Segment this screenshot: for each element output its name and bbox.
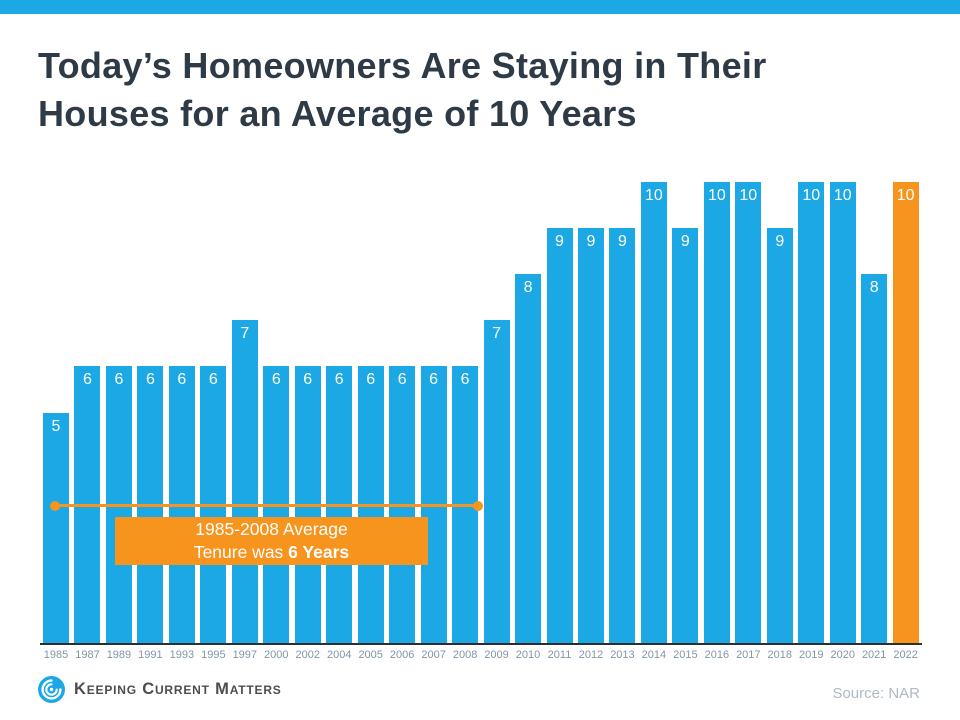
x-axis-label: 1995 xyxy=(201,649,226,661)
bar-2014: 10 xyxy=(640,182,667,643)
bar-2011: 9 xyxy=(546,228,573,643)
bar-value-label: 9 xyxy=(680,233,690,251)
bar-value-label: 5 xyxy=(51,417,61,435)
average-span-line xyxy=(50,500,483,511)
bar-value-label: 6 xyxy=(334,371,344,389)
x-axis-label: 2011 xyxy=(547,649,572,661)
average-tenure-annotation: 1985-2008 Average Tenure was 6 Years xyxy=(115,517,428,565)
bar-value-label: 6 xyxy=(460,371,470,389)
x-axis-label: 2013 xyxy=(610,649,635,661)
span-endpoint-dot-right xyxy=(473,500,483,511)
bar-value-label: 6 xyxy=(429,371,439,389)
x-axis-label: 1993 xyxy=(169,649,195,661)
bar-value-label: 6 xyxy=(303,371,313,389)
x-axis-labels: 1985 1987 1989 1991 1993 1995 1997 2000 2002 2004… xyxy=(43,649,919,661)
bar-value-label: 10 xyxy=(802,187,821,204)
bar-1997: 7 xyxy=(231,320,258,643)
bar-value-label: 6 xyxy=(366,371,376,389)
bar-value-label: 6 xyxy=(208,371,218,389)
x-axis-label: 2002 xyxy=(295,649,320,661)
x-axis-label: 2022 xyxy=(893,649,918,661)
x-axis-label: 2017 xyxy=(736,649,761,661)
x-axis-label: 2005 xyxy=(358,649,383,661)
bar-value-label: 6 xyxy=(397,371,407,389)
bar-2013: 9 xyxy=(609,228,636,643)
x-axis-label: 2018 xyxy=(767,649,793,661)
bar-value-label: 6 xyxy=(114,371,124,389)
x-axis-label: 2010 xyxy=(515,649,541,661)
bar-value-label: 6 xyxy=(145,371,155,389)
bar-1985: 5 xyxy=(43,412,69,643)
bar-value-label: 8 xyxy=(869,279,879,297)
bar-value-label: 9 xyxy=(586,233,596,251)
x-axis-label: 1997 xyxy=(232,649,258,661)
bar-2018: 9 xyxy=(766,228,793,643)
bar-2021: 8 xyxy=(861,274,888,643)
bar-value-label: 6 xyxy=(83,371,92,389)
x-axis-label: 2020 xyxy=(830,649,855,661)
span-endpoint-dot-left xyxy=(50,500,60,511)
bar-value-label: 10 xyxy=(645,187,663,204)
x-axis-label: 2006 xyxy=(389,649,415,661)
bar-2020: 10 xyxy=(829,182,856,643)
brand-logo: Keeping Current Matters xyxy=(38,676,282,703)
source-attribution: Source: NAR xyxy=(832,685,920,702)
bars-container: 5 6 6 6 6 6 7 6 6 6 6 6 6 6 7 8 9 9 9 10 9 10 10 9 10 10 8 10 xyxy=(43,182,919,643)
annotation-line2: Tenure was 6 Years xyxy=(193,542,350,562)
x-axis-label: 1985 xyxy=(43,649,69,661)
bar-value-label: 9 xyxy=(617,233,627,251)
bar-2016: 10 xyxy=(703,182,730,643)
x-axis-label: 1991 xyxy=(138,649,163,661)
bar-value-label: 7 xyxy=(492,325,502,343)
bar-value-label: 6 xyxy=(177,371,187,389)
x-axis-line xyxy=(40,643,922,645)
x-axis-label: 2019 xyxy=(799,649,824,661)
x-axis-label: 2012 xyxy=(578,649,604,661)
x-axis-label: 1989 xyxy=(106,649,132,661)
top-accent-bar xyxy=(0,0,960,14)
x-axis-label: 2014 xyxy=(641,649,667,661)
bar-value-label: 10 xyxy=(833,187,852,204)
x-axis-label: 2021 xyxy=(861,649,887,661)
bar-value-label: 9 xyxy=(775,233,785,251)
bar-2015: 9 xyxy=(672,228,699,643)
x-axis-label: 1987 xyxy=(75,649,100,661)
annotation-line1: 1985-2008 Average xyxy=(195,519,348,539)
kcm-swirl-icon xyxy=(38,676,65,703)
bar-2009: 7 xyxy=(483,320,510,643)
x-axis-label: 2015 xyxy=(673,649,698,661)
x-axis-label: 2004 xyxy=(326,649,352,661)
bar-2017: 10 xyxy=(735,182,762,643)
bar-value-label: 7 xyxy=(240,325,250,343)
bar-2019: 10 xyxy=(798,182,825,643)
bar-value-label: 9 xyxy=(555,233,564,251)
bar-value-label: 10 xyxy=(739,187,758,204)
x-axis-label: 2007 xyxy=(421,649,446,661)
page-title: Today’s Homeowners Are Staying in Their … xyxy=(38,45,767,134)
bar-value-label: 10 xyxy=(707,187,726,204)
x-axis-label: 2009 xyxy=(484,649,509,661)
x-axis-label: 2008 xyxy=(452,649,478,661)
brand-name: Keeping Current Matters xyxy=(74,680,282,698)
bar-value-label: 10 xyxy=(896,187,915,204)
x-axis-label: 2000 xyxy=(264,649,289,661)
x-axis-label: 2016 xyxy=(704,649,730,661)
bar-value-label: 8 xyxy=(523,279,533,297)
bar-value-label: 6 xyxy=(271,371,281,389)
bar-2012: 9 xyxy=(577,228,604,643)
bar-2010: 8 xyxy=(515,274,542,643)
bar-2022: 10 xyxy=(892,182,919,643)
